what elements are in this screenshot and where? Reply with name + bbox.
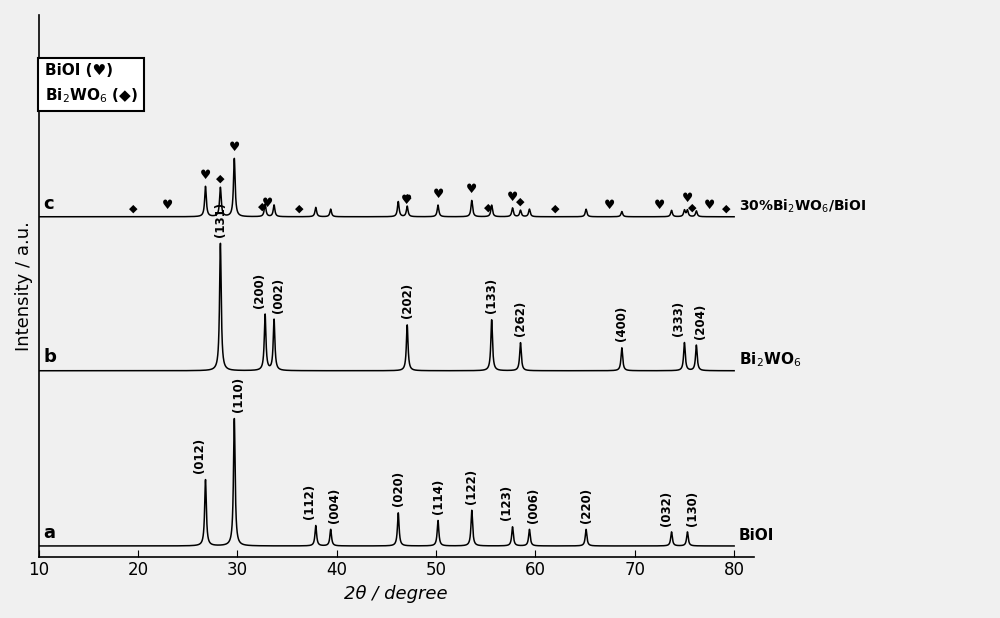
Text: ♥: ♥ [162,200,173,213]
Text: BiOI: BiOI [739,528,774,543]
Text: (200): (200) [253,273,266,308]
Text: ♥: ♥ [200,169,211,182]
Text: ♥: ♥ [507,190,518,203]
Text: ♥: ♥ [654,200,665,213]
Text: ◆: ◆ [129,203,137,214]
Text: (262): (262) [514,301,527,336]
Text: BiOI (♥)
Bi$_2$WO$_6$ (◆): BiOI (♥) Bi$_2$WO$_6$ (◆) [45,63,138,105]
Y-axis label: Intensity / a.u.: Intensity / a.u. [15,221,33,351]
Text: ♥: ♥ [466,183,477,196]
Text: (130): (130) [686,491,699,525]
Text: (006): (006) [527,488,540,523]
Text: ◆: ◆ [295,203,303,213]
X-axis label: 2θ / degree: 2θ / degree [344,585,448,603]
Text: (202): (202) [401,284,414,318]
Text: (112): (112) [303,484,316,519]
Text: ♥: ♥ [704,200,715,213]
Text: b: b [44,349,56,366]
Text: 30%Bi$_2$WO$_6$/BiOI: 30%Bi$_2$WO$_6$/BiOI [739,197,866,215]
Text: ♥: ♥ [261,197,273,210]
Text: ◆: ◆ [484,202,493,213]
Text: ◆: ◆ [516,197,525,207]
Text: ♥: ♥ [682,192,693,205]
Text: (020): (020) [392,472,405,507]
Text: (004): (004) [328,488,341,523]
Text: c: c [44,195,54,213]
Text: ◆: ◆ [216,174,225,184]
Text: (114): (114) [432,479,445,514]
Text: ♥: ♥ [604,200,616,213]
Text: (204): (204) [694,303,707,339]
Text: (123): (123) [500,485,513,520]
Text: (333): (333) [672,301,685,336]
Text: (032): (032) [660,491,673,525]
Text: ◆: ◆ [722,203,730,214]
Text: (400): (400) [615,306,628,341]
Text: ♥: ♥ [401,194,412,207]
Text: (002): (002) [272,278,285,313]
Text: ◆: ◆ [403,193,411,203]
Text: (012): (012) [193,438,206,473]
Text: (122): (122) [465,469,478,504]
Text: ◆: ◆ [258,202,266,212]
Text: ◆: ◆ [551,203,560,214]
Text: ♥: ♥ [432,188,444,201]
Text: a: a [44,523,56,542]
Text: (133): (133) [485,278,498,313]
Text: ◆: ◆ [688,203,697,213]
Text: (110): (110) [232,377,245,412]
Text: Bi$_2$WO$_6$: Bi$_2$WO$_6$ [739,351,801,370]
Text: (220): (220) [580,488,593,523]
Text: (131): (131) [214,202,227,237]
Text: ♥: ♥ [229,141,240,154]
